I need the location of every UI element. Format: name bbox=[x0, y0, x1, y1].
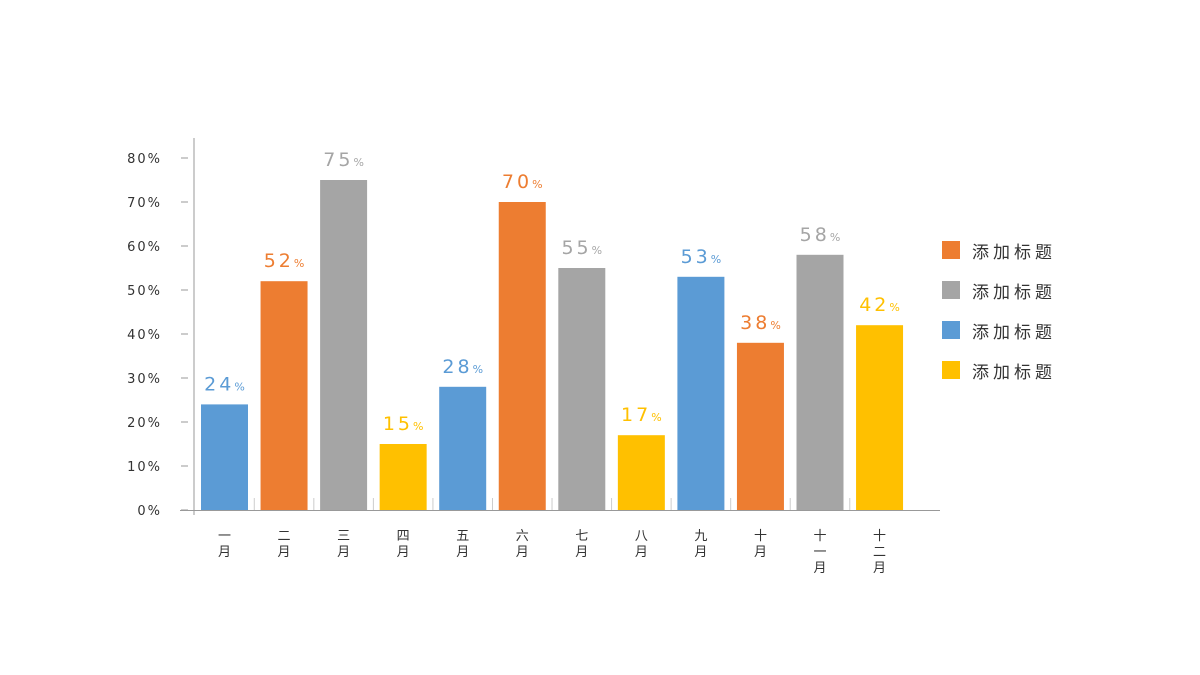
bar bbox=[379, 444, 427, 510]
data-label: 75% bbox=[323, 149, 364, 171]
bar bbox=[498, 202, 546, 510]
x-tick-label: 七月 bbox=[575, 529, 588, 560]
data-label: 55% bbox=[561, 237, 602, 259]
legend-item: 添加标题 bbox=[942, 270, 1056, 310]
y-tick-label: 10% bbox=[127, 460, 162, 475]
bar bbox=[617, 435, 665, 510]
legend-label: 添加标题 bbox=[972, 362, 1056, 383]
legend-item: 添加标题 bbox=[942, 310, 1056, 350]
x-tick-label: 八月 bbox=[635, 529, 648, 560]
data-label: 53% bbox=[681, 246, 722, 268]
y-tick-label: 50% bbox=[127, 284, 162, 299]
x-tick-label: 一月 bbox=[218, 529, 231, 560]
x-tick-label: 二月 bbox=[278, 529, 291, 560]
y-tick-label: 70% bbox=[127, 196, 162, 211]
y-tick-label: 80% bbox=[127, 152, 162, 167]
data-label: 24% bbox=[204, 373, 245, 395]
x-tick-label: 四月 bbox=[397, 529, 410, 560]
x-tick-label: 三月 bbox=[337, 529, 350, 560]
legend-swatch bbox=[942, 361, 960, 379]
legend-label: 添加标题 bbox=[972, 242, 1056, 263]
y-tick-label: 60% bbox=[127, 240, 162, 255]
bar bbox=[558, 268, 606, 510]
axes-group: 0% 10% 20% 30% 40% 50% 60% 70% 80% 一月 二月 三月 四月 五月 六月 七月… bbox=[127, 138, 940, 576]
data-label: 70% bbox=[502, 171, 543, 193]
legend-label: 添加标题 bbox=[972, 282, 1056, 303]
legend-swatch bbox=[942, 241, 960, 259]
data-label: 52% bbox=[264, 250, 305, 272]
data-label: 17% bbox=[621, 404, 662, 426]
x-tick-label: 六月 bbox=[516, 529, 529, 560]
data-label: 28% bbox=[442, 356, 483, 378]
legend-item: 添加标题 bbox=[942, 350, 1056, 390]
y-tick-label: 20% bbox=[127, 416, 162, 431]
data-label: 42% bbox=[859, 294, 900, 316]
bar bbox=[260, 281, 308, 510]
data-label: 38% bbox=[740, 312, 781, 334]
legend: 添加标题 添加标题 添加标题 添加标题 bbox=[942, 230, 1056, 390]
data-label: 58% bbox=[800, 224, 841, 246]
x-tick-label: 十一月 bbox=[813, 529, 826, 576]
y-tick-label: 40% bbox=[127, 328, 162, 343]
legend-swatch bbox=[942, 321, 960, 339]
bar bbox=[856, 325, 904, 510]
bar bbox=[439, 386, 487, 510]
x-tick-label: 五月 bbox=[456, 529, 469, 560]
x-tick-label: 十月 bbox=[754, 529, 767, 560]
bar bbox=[320, 180, 368, 510]
legend-label: 添加标题 bbox=[972, 322, 1056, 343]
bar bbox=[677, 276, 725, 510]
bar bbox=[796, 254, 844, 510]
data-labels-group: 24% 52% 75% 15% 28% 70% 55% 17% 53% 38% 58% 42% bbox=[204, 149, 900, 435]
legend-item: 添加标题 bbox=[942, 230, 1056, 270]
legend-swatch bbox=[942, 281, 960, 299]
bars-group bbox=[201, 180, 904, 510]
bar bbox=[736, 342, 784, 510]
x-tick-label: 九月 bbox=[694, 529, 707, 560]
y-tick-label: 0% bbox=[137, 504, 162, 519]
x-tick-label: 十二月 bbox=[873, 529, 886, 576]
bar bbox=[201, 404, 248, 510]
data-label: 15% bbox=[383, 413, 424, 435]
y-tick-label: 30% bbox=[127, 372, 162, 387]
